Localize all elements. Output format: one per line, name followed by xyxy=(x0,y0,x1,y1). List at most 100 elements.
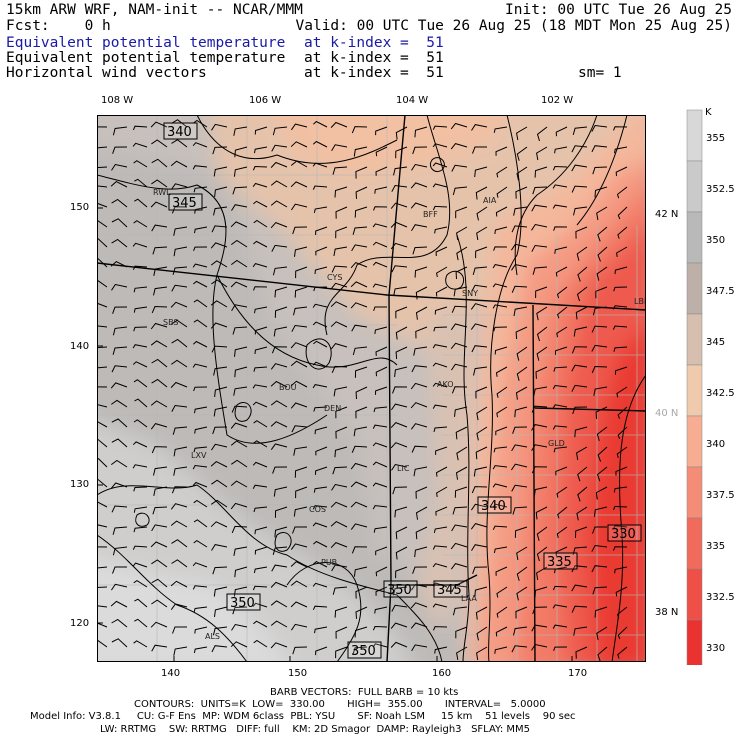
wind-barb xyxy=(173,466,188,476)
wind-barb xyxy=(471,544,488,551)
wind-barb xyxy=(471,345,488,353)
wind-barb xyxy=(97,420,108,428)
wind-barb xyxy=(612,325,628,330)
wind-barb xyxy=(575,226,588,239)
wind-barb xyxy=(97,566,108,569)
wind-barb xyxy=(133,306,148,313)
wind-barb xyxy=(492,283,508,288)
lon-label-102w: 102 W xyxy=(541,95,574,106)
wind-barb xyxy=(617,206,628,220)
wind-barb xyxy=(230,281,248,288)
wind-barb xyxy=(373,306,387,311)
wind-barb xyxy=(552,384,568,390)
wind-barb xyxy=(615,166,628,177)
wind-barb xyxy=(515,326,528,340)
wind-barb xyxy=(474,166,488,178)
wind-barb xyxy=(234,566,248,578)
svg-text:350: 350 xyxy=(387,583,412,598)
wind-barb xyxy=(392,386,408,394)
wind-barb xyxy=(473,366,488,376)
wind-barb xyxy=(171,119,188,128)
wind-barb xyxy=(172,426,188,435)
model-info-1: Model Info: V3.8.1 CU: G-F Ens MP: WDM 6… xyxy=(30,711,576,722)
wind-barb xyxy=(576,506,588,521)
wind-barb xyxy=(613,126,628,131)
wind-barb xyxy=(492,525,508,530)
wind-barb xyxy=(151,305,168,314)
wind-barb xyxy=(516,366,528,381)
wind-barb xyxy=(212,566,228,575)
wind-barb xyxy=(613,546,628,551)
wind-barb xyxy=(97,302,108,308)
wind-barb xyxy=(372,424,388,429)
wind-barb xyxy=(132,545,148,550)
wind-barb xyxy=(271,346,288,354)
wind-barb xyxy=(270,642,288,649)
wind-barb xyxy=(192,481,208,488)
field-name-2: Equivalent potential temperature xyxy=(6,50,286,66)
wind-barb xyxy=(514,526,528,538)
wind-barb xyxy=(97,386,108,388)
wind-barb xyxy=(612,525,628,530)
wind-barb xyxy=(133,486,148,492)
wind-barb xyxy=(315,246,328,256)
wind-barb xyxy=(211,544,228,551)
wind-barb xyxy=(112,146,128,154)
wind-barb xyxy=(97,185,108,188)
station-gld: GLD xyxy=(548,439,565,448)
wind-barb xyxy=(432,545,448,550)
colorbar-box-9 xyxy=(686,568,703,621)
wind-barb xyxy=(597,226,608,242)
wind-barb xyxy=(471,284,488,292)
wind-barb xyxy=(270,200,288,208)
svg-text:345: 345 xyxy=(172,196,197,211)
wind-barb xyxy=(410,583,428,591)
wind-barb xyxy=(511,645,528,653)
init-time: Init: 00 UTC Tue 26 Aug 25 xyxy=(505,2,732,18)
wind-barb xyxy=(557,506,568,519)
wind-barb xyxy=(97,325,108,328)
wind-barb xyxy=(415,306,428,320)
wind-barb xyxy=(230,440,248,448)
wind-barb xyxy=(471,486,488,494)
wind-barb xyxy=(151,358,168,368)
wind-barb xyxy=(372,482,388,488)
lat-label-42n: 42 N xyxy=(655,209,679,220)
wind-barb xyxy=(355,406,368,419)
wind-barb xyxy=(132,142,148,148)
wind-barb xyxy=(211,499,228,508)
wind-barb xyxy=(234,366,248,378)
wind-barb xyxy=(313,406,328,412)
wind-barb xyxy=(476,406,488,421)
wind-barb xyxy=(213,366,228,376)
wind-barb xyxy=(432,183,448,188)
wind-barb xyxy=(97,346,108,349)
wind-barb xyxy=(390,442,408,449)
wind-barb xyxy=(231,459,248,468)
wind-barb xyxy=(272,466,288,474)
wind-barb xyxy=(334,186,348,198)
wind-barb xyxy=(515,186,528,199)
wind-barb xyxy=(595,406,608,419)
wind-barb xyxy=(496,406,508,418)
colorbar-label-5: 342.5 xyxy=(706,388,735,399)
wind-barb xyxy=(192,165,208,170)
wind-barb xyxy=(254,546,268,555)
wind-barb xyxy=(193,119,208,128)
wind-barb xyxy=(151,559,168,568)
wind-barb xyxy=(597,466,608,482)
wind-barb xyxy=(552,404,568,409)
field-name-3: Horizontal wind vectors xyxy=(6,65,207,81)
wind-barb xyxy=(334,446,348,458)
wind-barb xyxy=(253,200,268,208)
wind-barb xyxy=(212,146,228,155)
wind-barb xyxy=(170,580,188,588)
wind-barb xyxy=(97,258,108,268)
wind-barb xyxy=(410,182,428,189)
wind-barb xyxy=(210,300,228,308)
y-tick-120: 120 xyxy=(70,618,90,629)
wind-barb xyxy=(432,563,448,568)
wind-barb xyxy=(393,286,408,296)
contour-label-340-e: 340 xyxy=(477,496,512,514)
wind-barb xyxy=(493,546,508,554)
